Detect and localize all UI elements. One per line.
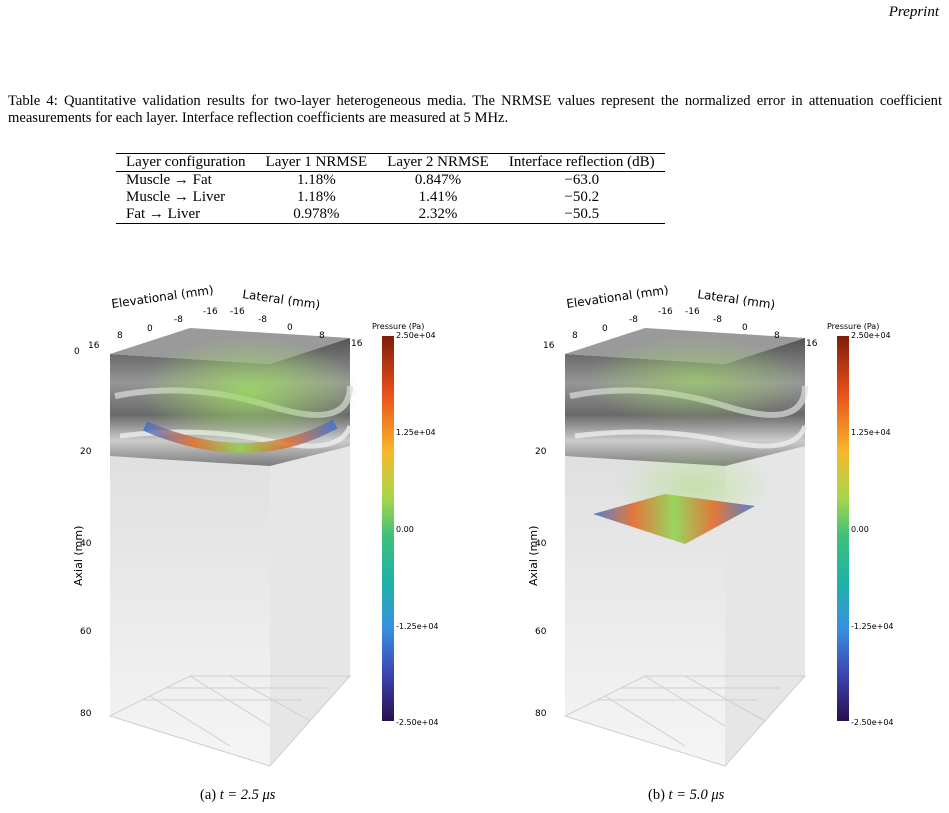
subfigure-label: (a) bbox=[200, 787, 217, 803]
colorbar-tick: -1.25e+04 bbox=[851, 622, 894, 631]
column-header: Layer configuration bbox=[116, 153, 256, 172]
colorbar bbox=[837, 336, 849, 721]
tick-label: 16 bbox=[351, 339, 363, 349]
pressure-field bbox=[140, 336, 360, 446]
table-cell: −63.0 bbox=[564, 172, 600, 188]
tick-label: 8 bbox=[319, 331, 325, 341]
table-caption: Table 4: Quantitative validation results… bbox=[8, 93, 942, 126]
colorbar-tick: 2.50e+04 bbox=[396, 331, 436, 340]
figure-panel-b: Elevational (mm) Lateral (mm) Axial (mm)… bbox=[525, 276, 949, 781]
table-cell: Muscle → Fat bbox=[126, 172, 212, 188]
table-cell: −50.5 bbox=[564, 206, 600, 222]
results-table: Layer configuration Layer 1 NRMSE Layer … bbox=[116, 153, 665, 224]
tick-label: 40 bbox=[80, 539, 92, 549]
column-header: Layer 1 NRMSE bbox=[255, 153, 378, 172]
colorbar-title: Pressure (Pa) bbox=[827, 322, 879, 331]
tick-label: 20 bbox=[80, 447, 92, 457]
tick-label: 8 bbox=[774, 331, 780, 341]
colorbar-title: Pressure (Pa) bbox=[372, 322, 424, 331]
tick-label: 80 bbox=[535, 709, 547, 719]
wavefront bbox=[593, 494, 755, 544]
subfigure-label: (b) bbox=[648, 787, 665, 803]
subfigure-caption-a: (a) t = 2.5 μs bbox=[200, 787, 275, 804]
column-header: Layer 2 NRMSE bbox=[377, 153, 499, 172]
subfigure-time: t = 2.5 μs bbox=[219, 787, 276, 803]
tick-label: 60 bbox=[80, 627, 92, 637]
tick-label: 16 bbox=[543, 341, 555, 351]
colorbar-tick: 1.25e+04 bbox=[851, 428, 891, 437]
table-cell: Fat → Liver bbox=[126, 206, 201, 222]
colorbar-tick: 0.00 bbox=[396, 525, 414, 534]
running-header: Preprint bbox=[888, 4, 939, 20]
tick-label: -8 bbox=[258, 315, 267, 325]
tick-label: 0 bbox=[602, 324, 608, 334]
tick-label: -16 bbox=[230, 307, 245, 317]
table-cell: 0.978% bbox=[293, 206, 340, 222]
colorbar-tick: -2.50e+04 bbox=[396, 718, 439, 727]
tick-label: -8 bbox=[174, 315, 183, 325]
tick-label: -16 bbox=[203, 307, 218, 317]
table-cell: −50.2 bbox=[564, 189, 600, 205]
floor-grid bbox=[563, 675, 807, 767]
table-row: Muscle → Liver 1.18% 1.41% −50.2 bbox=[116, 189, 665, 206]
colorbar-tick: 2.50e+04 bbox=[851, 331, 891, 340]
tick-label: 0 bbox=[74, 347, 80, 357]
table-cell: 2.32% bbox=[418, 206, 458, 222]
elevational-axis-label: Elevational (mm) bbox=[565, 283, 669, 311]
tick-label: 16 bbox=[806, 339, 818, 349]
figure-panel-a: Elevational (mm) Lateral (mm) Axial (mm)… bbox=[70, 276, 530, 781]
tick-label: 0 bbox=[742, 323, 748, 333]
lateral-axis-label: Lateral (mm) bbox=[697, 287, 776, 312]
column-header: Interface reflection (dB) bbox=[498, 153, 665, 172]
tick-label: 8 bbox=[572, 331, 578, 341]
pressure-field bbox=[585, 336, 805, 426]
colorbar-tick: 0.00 bbox=[851, 525, 869, 534]
table-cell: Muscle → Liver bbox=[126, 189, 226, 205]
lateral-axis-label: Lateral (mm) bbox=[242, 287, 321, 312]
elevational-axis-label: Elevational (mm) bbox=[110, 283, 214, 311]
colorbar-tick: -2.50e+04 bbox=[851, 718, 894, 727]
tick-label: 80 bbox=[80, 709, 92, 719]
colorbar bbox=[382, 336, 394, 721]
tick-label: -16 bbox=[685, 307, 700, 317]
wavefront bbox=[143, 419, 338, 453]
colorbar-tick: 1.25e+04 bbox=[396, 428, 436, 437]
colorbar-tick: -1.25e+04 bbox=[396, 622, 439, 631]
tick-label: 20 bbox=[535, 447, 547, 457]
tick-label: 60 bbox=[535, 627, 547, 637]
table-row: Muscle → Fat 1.18% 0.847% −63.0 bbox=[116, 172, 665, 190]
table-cell: 1.18% bbox=[296, 189, 336, 205]
tick-label: -16 bbox=[658, 307, 673, 317]
subfigure-caption-b: (b) t = 5.0 μs bbox=[648, 787, 724, 804]
tick-label: 0 bbox=[287, 323, 293, 333]
table-cell: 1.18% bbox=[296, 172, 336, 188]
table-header-row: Layer configuration Layer 1 NRMSE Layer … bbox=[116, 153, 665, 172]
axial-axis-label: Axial (mm) bbox=[72, 526, 85, 586]
subfigure-time: t = 5.0 μs bbox=[668, 787, 725, 803]
table-row: Fat → Liver 0.978% 2.32% −50.5 bbox=[116, 206, 665, 224]
tick-label: -8 bbox=[713, 315, 722, 325]
tick-label: -8 bbox=[629, 315, 638, 325]
table-cell: 0.847% bbox=[414, 172, 462, 188]
table-cell: 1.41% bbox=[418, 189, 458, 205]
tick-label: 0 bbox=[147, 324, 153, 334]
tick-label: 40 bbox=[535, 539, 547, 549]
floor-grid bbox=[108, 675, 352, 767]
tick-label: 16 bbox=[88, 341, 100, 351]
tick-label: 8 bbox=[117, 331, 123, 341]
axial-axis-label: Axial (mm) bbox=[527, 526, 540, 586]
